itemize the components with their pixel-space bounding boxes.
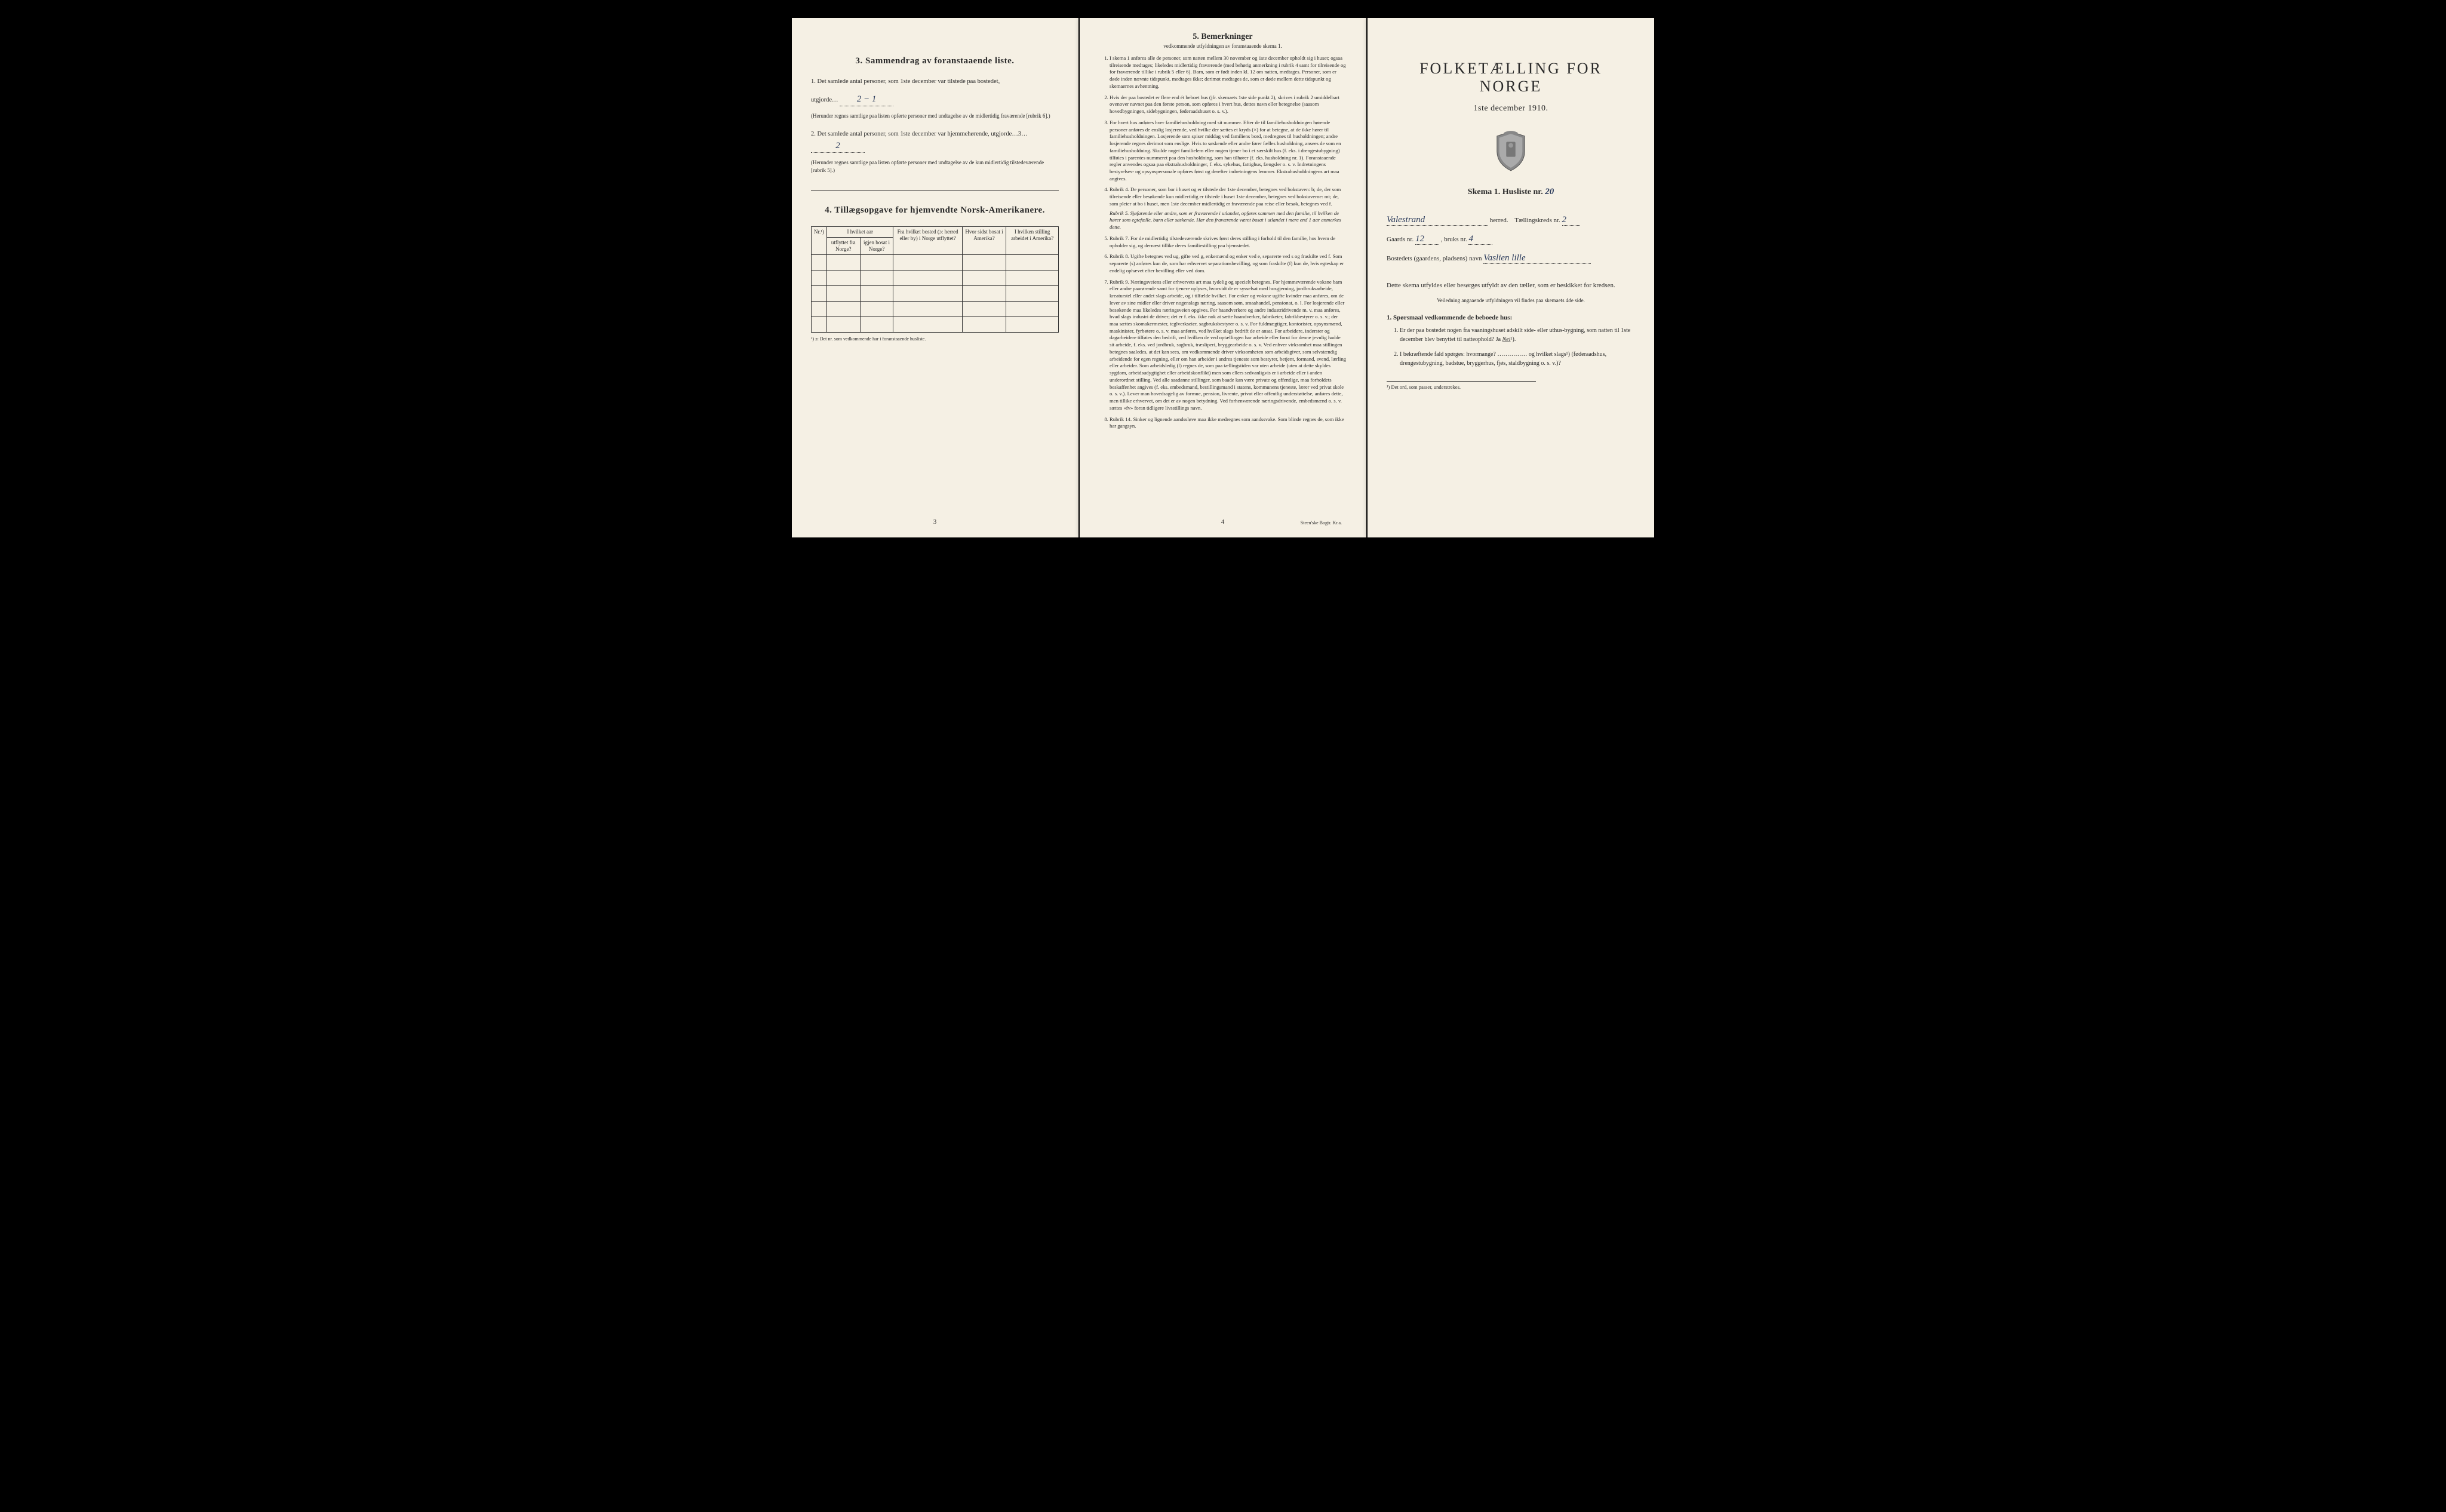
bruks-value: 4 [1468,234,1473,244]
remark-3: For hvert hus anføres hver familiehushol… [1110,119,1347,183]
skema-line: Skema 1. Husliste nr. 20 [1387,187,1635,197]
herred-value: Valestrand [1387,215,1425,225]
remark-5: Rubrik 7. For de midlertidig tilstedevær… [1110,235,1347,249]
q1-note: (Herunder regnes samtlige paa listen opf… [811,112,1059,120]
intro-text: Dette skema utfyldes eller besørges utfy… [1387,281,1635,291]
sp2-text: I bekræftende fald spørges: hvormange? …… [1400,351,1606,367]
page-cover: FOLKETÆLLING FOR NORGE 1ste december 191… [1368,18,1654,537]
remark-7: Rubrik 9. Næringsveiens eller erhvervets… [1110,279,1347,412]
remark-1: I skema 1 anføres alle de personer, som … [1110,55,1347,90]
gaards-value: 12 [1415,234,1424,244]
right-footnote: ¹) Det ord, som passer, understrekes. [1387,381,1536,390]
intro-sub: Veiledning angaaende utfyldningen vil fi… [1387,297,1635,303]
th-nr: Nr.¹) [812,227,827,254]
table-row [812,254,1059,270]
th-fra-bosted: Fra hvilket bosted (ɔ: herred eller by) … [893,227,962,254]
remark-6: Rubrik 8. Ugifte betegnes ved ug, gifte … [1110,253,1347,274]
table-row [812,301,1059,316]
q2-note: (Herunder regnes samtlige paa listen opf… [811,159,1059,174]
table-row [812,270,1059,285]
remark-4-text: Rubrik 4. De personer, som bor i huset o… [1110,186,1341,206]
sp-item-1: Er der paa bostedet nogen fra vaaningshu… [1400,326,1635,344]
husliste-nr: 20 [1545,187,1554,196]
sp-item-2: I bekræftende fald spørges: hvormange? …… [1400,350,1635,368]
bosted-label: Bostedets (gaardens, pladsens) navn [1387,255,1482,262]
th-utflyttet: utflyttet fra Norge? [826,238,860,255]
sp1-answer: Nei [1502,336,1511,343]
th-year-group: I hvilket aar [826,227,893,238]
divider [811,190,1059,191]
printer-credit: Steen'ske Bogtr. Kr.a. [1301,520,1342,525]
section-5-subtitle: vedkommende utfyldningen av foranstaaend… [1099,43,1347,49]
gaards-row: Gaards nr. 12 , bruks nr. 4 [1387,234,1635,245]
page-3: 3. Sammendrag av foranstaaende liste. 1.… [792,18,1078,537]
table-row [812,316,1059,332]
bosted-value: Vaslien lille [1483,253,1525,263]
th-igjen-bosat: igjen bosat i Norge? [860,238,893,255]
bosted-row: Bostedets (gaardens, pladsens) navn Vasl… [1387,253,1635,264]
gaards-label: Gaards nr. [1387,236,1413,243]
herred-row: Valestrand herred. Tællingskreds nr. 2 [1387,215,1635,226]
table-norsk-amerikanere: Nr.¹) I hvilket aar Fra hvilket bosted (… [811,226,1059,332]
sporsmaal-list: Er der paa bostedet nogen fra vaaningshu… [1387,326,1635,368]
bruks-label: , bruks nr. [1441,236,1467,243]
table-footnote: ¹) ɔ: Det nr. som vedkommende har i fora… [811,336,1059,342]
kreds-label: Tællingskreds nr. [1514,217,1560,224]
page-number: 3 [792,518,1078,525]
q2-value: 2 [811,139,865,153]
th-hvor-sidst: Hvor sidst bosat i Amerika? [962,227,1006,254]
remark-rubrik5: Rubrik 5. Sjøfarende eller andre, som er… [1110,210,1347,231]
page-4: 5. Bemerkninger vedkommende utfyldningen… [1080,18,1366,537]
remarks-list: I skema 1 anføres alle de personer, som … [1099,55,1347,430]
sporsmaal-title: 1. Spørsmaal vedkommende de beboede hus: [1387,314,1635,321]
q1-prefix: utgjorde… [811,97,838,103]
th-stilling: I hvilken stilling arbeidet i Amerika? [1006,227,1059,254]
q2-text: 2. Det samlede antal personer, som 1ste … [811,131,1028,137]
coat-of-arms-icon [1387,130,1635,175]
remark-4: Rubrik 4. De personer, som bor i huset o… [1110,186,1347,231]
table-row [812,285,1059,301]
kreds-value: 2 [1562,215,1567,225]
q1-lead: 1. Det samlede antal personer, som 1ste … [811,77,1059,87]
remark-8: Rubrik 14. Sinker og lignende aandssløve… [1110,416,1347,430]
q1-value: 2 − 1 [840,93,893,107]
section-4-title: 4. Tillægsopgave for hjemvendte Norsk-Am… [811,205,1059,216]
herred-label: herred. [1490,217,1508,224]
skema-label: Skema 1. Husliste nr. [1468,188,1543,196]
remark-2: Hvis der paa bostedet er flere end ét be… [1110,94,1347,115]
q2-lead: 2. Det samlede antal personer, som 1ste … [811,130,1059,153]
sp1-sup: ¹). [1511,336,1516,343]
section-5-title: 5. Bemerkninger [1099,32,1347,42]
q1-utgjorde: utgjorde… 2 − 1 [811,93,1059,107]
table-body [812,254,1059,332]
census-date: 1ste december 1910. [1387,104,1635,113]
section-3-title: 3. Sammendrag av foranstaaende liste. [811,56,1059,66]
census-title: FOLKETÆLLING FOR NORGE [1387,60,1635,96]
